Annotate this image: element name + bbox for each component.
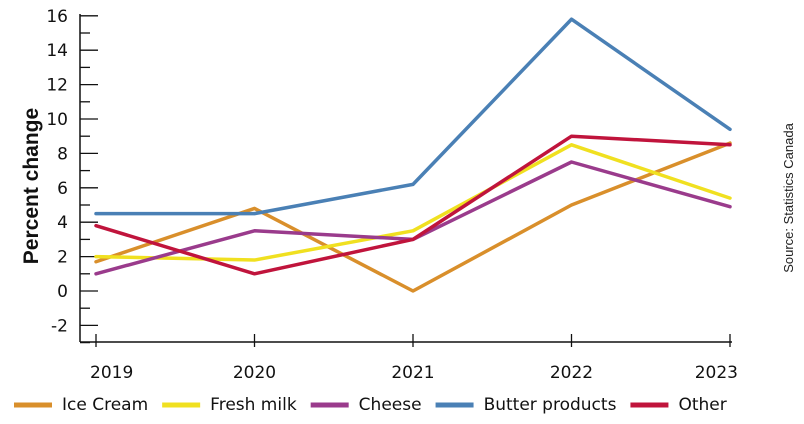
- y-tick-label: 14: [46, 41, 68, 61]
- y-tick-label: 10: [46, 110, 68, 130]
- source-note: Source: Statistics Canada: [781, 122, 796, 272]
- y-tick-label: 0: [57, 282, 68, 302]
- legend-label: Other: [678, 395, 726, 415]
- legend: Ice Cream Fresh milk Cheese Butter products…: [14, 395, 727, 415]
- y-tick-label: 4: [57, 213, 68, 233]
- y-tick-label: -2: [51, 316, 68, 336]
- legend-label: Cheese: [359, 395, 422, 415]
- legend-label: Fresh milk: [210, 395, 297, 415]
- y-tick-label: 2: [57, 248, 68, 268]
- series-lines: [94, 17, 732, 293]
- legend-label: Ice Cream: [62, 395, 148, 415]
- y-tick-label: 16: [46, 7, 68, 27]
- axes: [79, 14, 732, 343]
- x-ticks: 2019 2020 2021 2022 2023: [90, 334, 738, 383]
- series-line-butter-products: [94, 17, 732, 216]
- x-tick-label: 2023: [695, 363, 738, 383]
- series-line-ice-cream: [94, 141, 732, 293]
- series-line-other: [94, 134, 732, 276]
- y-tick-label: 12: [46, 76, 68, 96]
- legend-label: Butter products: [484, 395, 617, 415]
- series-line-fresh-milk: [94, 143, 732, 262]
- y-tick-label: 6: [57, 179, 68, 199]
- y-ticks: 16 14 12 10 8 6 4 2 0 -2: [46, 7, 98, 344]
- y-tick-label: 8: [57, 144, 68, 164]
- x-tick-label: 2021: [391, 363, 434, 383]
- y-axis-label: Percent change: [20, 108, 43, 264]
- x-tick-label: 2022: [550, 363, 593, 383]
- x-tick-label: 2020: [233, 363, 276, 383]
- x-tick-label: 2019: [90, 363, 133, 383]
